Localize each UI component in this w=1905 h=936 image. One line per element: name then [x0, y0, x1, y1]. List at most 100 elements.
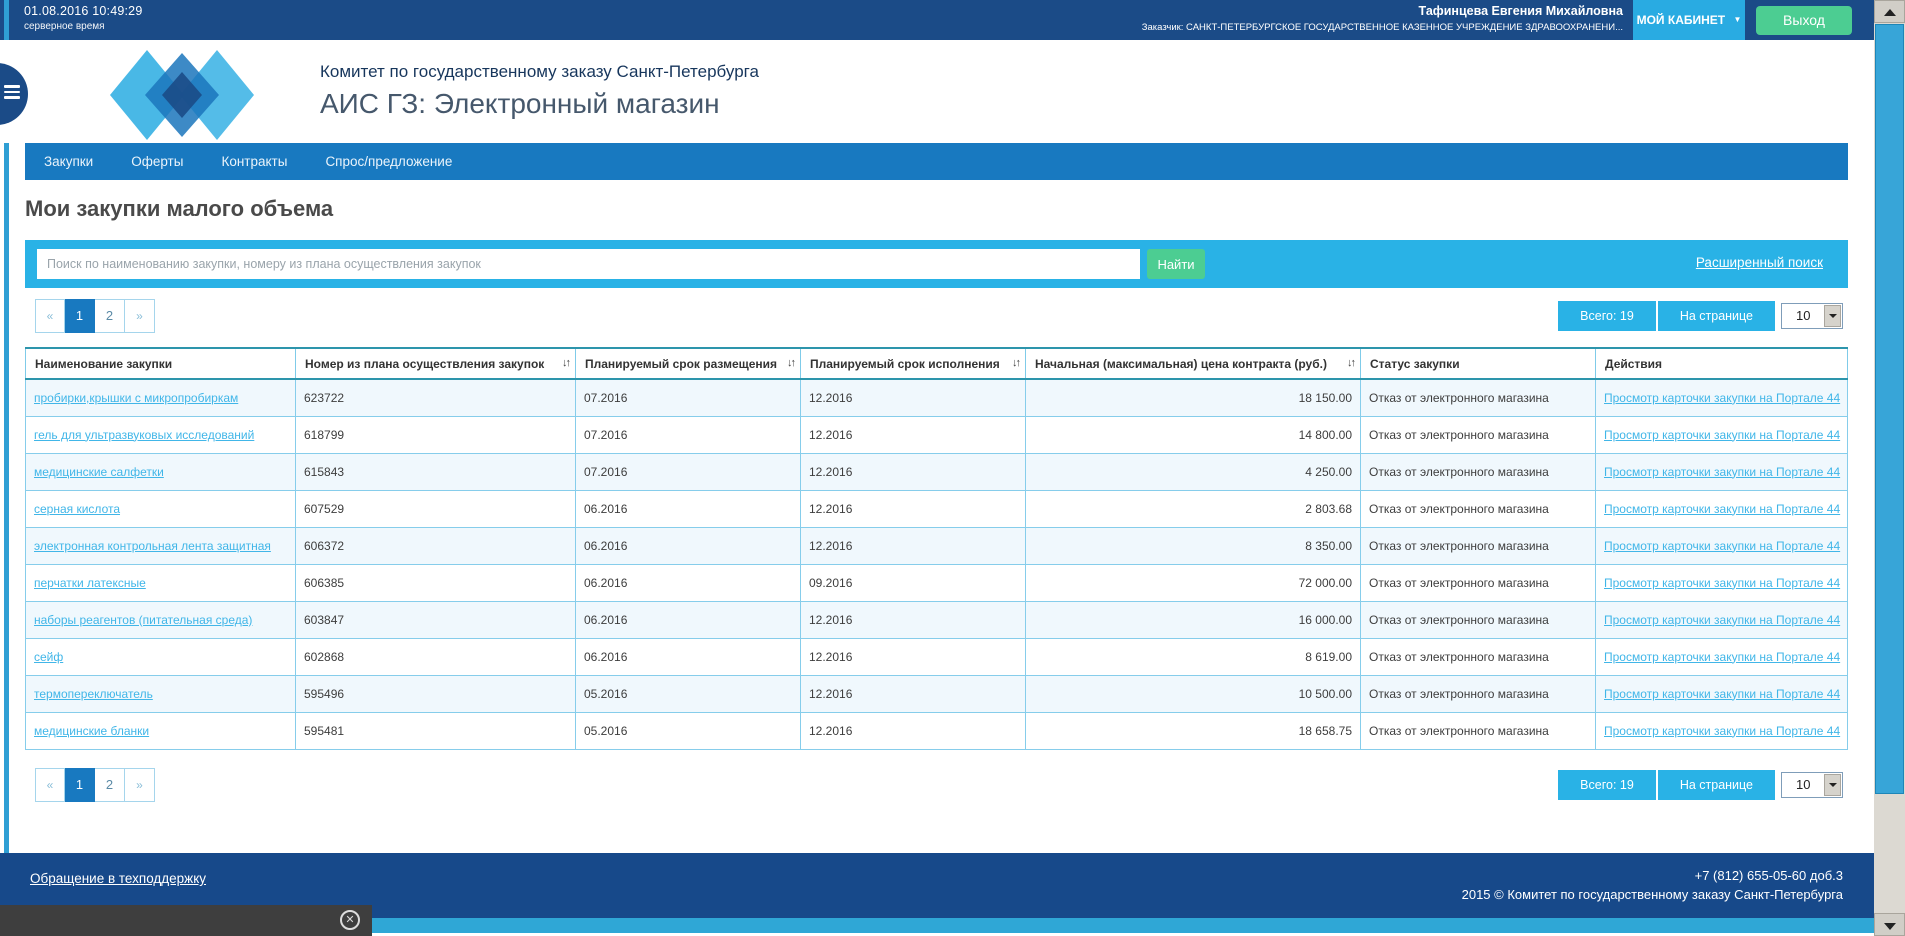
next-page-button[interactable]: » [125, 768, 155, 802]
total-count-badge: Всего: 19 [1558, 770, 1656, 800]
sort-icon[interactable]: ↓↑ [1012, 357, 1021, 369]
vertical-scrollbar[interactable] [1874, 0, 1905, 936]
per-page-value: 10 [1796, 308, 1811, 323]
view-card-link[interactable]: Просмотр карточки закупки на Портале 44 [1604, 649, 1841, 664]
scrollbar-thumb[interactable] [1875, 24, 1904, 794]
sort-icon[interactable]: ↓↑ [1347, 357, 1356, 369]
main-nav: Закупки Оферты Контракты Спрос/предложен… [25, 143, 1848, 180]
search-input[interactable] [37, 249, 1140, 279]
nav-item-kontrakty[interactable]: Контракты [221, 154, 288, 169]
table-row: серная кислота 607529 06.2016 12.2016 2 … [25, 489, 1848, 528]
page-buttons: « 1 2 » [35, 299, 155, 333]
total-count-badge: Всего: 19 [1558, 301, 1656, 331]
table-header-row: Наименование закупки Номер из плана осущ… [25, 347, 1848, 380]
table-row: термопереключатель 595496 05.2016 12.201… [25, 674, 1848, 713]
view-card-link[interactable]: Просмотр карточки закупки на Портале 44 [1604, 575, 1841, 590]
scroll-down-icon[interactable] [1874, 913, 1905, 936]
page-buttons: « 1 2 » [35, 768, 155, 802]
search-button[interactable]: Найти [1147, 249, 1205, 279]
close-icon[interactable]: ✕ [340, 910, 360, 930]
logout-button[interactable]: Выход [1756, 6, 1852, 35]
col-header-number: Номер из плана осуществления закупок ↓↑ [295, 347, 576, 380]
purchase-link[interactable]: серная кислота [34, 501, 121, 516]
col-header-status: Статус закупки [1360, 347, 1596, 380]
prev-page-button[interactable]: « [35, 768, 65, 802]
view-card-link[interactable]: Просмотр карточки закупки на Портале 44 [1604, 390, 1841, 405]
per-page-select[interactable]: 10 [1781, 303, 1843, 329]
view-card-link[interactable]: Просмотр карточки закупки на Портале 44 [1604, 612, 1841, 627]
my-cabinet-label: МОЙ КАБИНЕТ [1636, 13, 1726, 27]
page-button-2[interactable]: 2 [95, 768, 125, 802]
advanced-search-link[interactable]: Расширенный поиск [1695, 255, 1823, 270]
dropdown-arrow-icon[interactable] [1824, 774, 1841, 796]
user-block: Тафинцева Евгения Михайловна Заказчик: С… [863, 4, 1623, 33]
purchase-link[interactable]: термопереключатель [34, 686, 153, 701]
col-header-actions: Действия [1595, 347, 1848, 380]
per-page-label: На странице [1657, 301, 1775, 331]
left-accent-line [4, 0, 9, 853]
per-page-value: 10 [1796, 777, 1811, 792]
sort-icon[interactable]: ↓↑ [787, 357, 796, 369]
search-panel: Найти Расширенный поиск [25, 240, 1848, 288]
view-card-link[interactable]: Просмотр карточки закупки на Портале 44 [1604, 501, 1841, 516]
purchase-link[interactable]: электронная контрольная лента защитная [34, 538, 271, 553]
notification-bar: ✕ [0, 905, 372, 936]
page-button-1[interactable]: 1 [65, 299, 95, 333]
per-page-select[interactable]: 10 [1781, 772, 1843, 798]
page-title: Мои закупки малого объема [25, 196, 334, 221]
view-card-link[interactable]: Просмотр карточки закупки на Портале 44 [1604, 464, 1841, 479]
topbar: 01.08.2016 10:49:29 серверное время Тафи… [0, 0, 1874, 40]
server-time-block: 01.08.2016 10:49:29 серверное время [24, 4, 143, 32]
logo [110, 50, 254, 140]
hamburger-icon [4, 85, 20, 99]
page-button-1[interactable]: 1 [65, 768, 95, 802]
page-button-2[interactable]: 2 [95, 299, 125, 333]
purchase-link[interactable]: медицинские бланки [34, 723, 150, 738]
purchase-link[interactable]: медицинские салфетки [34, 464, 164, 479]
view-card-link[interactable]: Просмотр карточки закупки на Портале 44 [1604, 686, 1841, 701]
footer-contacts: +7 (812) 655-05-60 доб.3 2015 © Комитет … [1462, 866, 1843, 904]
brand-block: Комитет по государственному заказу Санкт… [320, 62, 759, 120]
footer-phone: +7 (812) 655-05-60 доб.3 [1694, 868, 1843, 883]
next-page-button[interactable]: » [125, 299, 155, 333]
customer-line: Заказчик: САНКТ-ПЕТЕРБУРГСКОЕ ГОСУДАРСТВ… [1141, 22, 1623, 33]
dropdown-arrow-icon[interactable] [1824, 305, 1841, 327]
bottom-cyan-strip [0, 918, 1874, 933]
purchase-link[interactable]: сейф [34, 649, 64, 664]
purchase-link[interactable]: гель для ультразвуковых исследований [34, 427, 255, 442]
col-header-name: Наименование закупки [25, 347, 296, 380]
my-cabinet-button[interactable]: МОЙ КАБИНЕТ ▼ [1633, 0, 1745, 40]
per-page-label: На странице [1657, 770, 1775, 800]
table-row: сейф 602868 06.2016 12.2016 8 619.00 Отк… [25, 637, 1848, 676]
nav-item-zakupki[interactable]: Закупки [44, 154, 94, 169]
table-row: медицинские салфетки 615843 07.2016 12.2… [25, 452, 1848, 491]
view-card-link[interactable]: Просмотр карточки закупки на Портале 44 [1604, 538, 1841, 553]
chevron-down-icon: ▼ [1733, 15, 1742, 24]
table-row: электронная контрольная лента защитная 6… [25, 526, 1848, 565]
purchases-table: Наименование закупки Номер из плана осущ… [25, 347, 1848, 750]
server-time-label: серверное время [24, 21, 105, 32]
pager-top: « 1 2 » Всего: 19 На странице 10 [25, 299, 1848, 333]
menu-toggle-button[interactable] [0, 63, 28, 125]
table-row: перчатки латексные 606385 06.2016 09.201… [25, 563, 1848, 602]
purchase-link[interactable]: перчатки латексные [34, 575, 146, 590]
view-card-link[interactable]: Просмотр карточки закупки на Портале 44 [1604, 723, 1841, 738]
sort-icon[interactable]: ↓↑ [562, 357, 571, 369]
nav-item-oferty[interactable]: Оферты [131, 154, 184, 169]
user-name: Тафинцева Евгения Михайловна [1418, 4, 1624, 18]
scroll-up-icon[interactable] [1874, 0, 1905, 23]
table-row: наборы реагентов (питательная среда) 603… [25, 600, 1848, 639]
nav-item-spros[interactable]: Спрос/предложение [325, 154, 453, 169]
org-line: Комитет по государственному заказу Санкт… [320, 62, 759, 81]
view-card-link[interactable]: Просмотр карточки закупки на Портале 44 [1604, 427, 1841, 442]
purchase-link[interactable]: наборы реагентов (питательная среда) [34, 612, 253, 627]
support-link[interactable]: Обращение в техподдержку [30, 871, 207, 886]
purchase-link[interactable]: пробирки,крышки с микропробиркам [34, 390, 239, 405]
table-row: пробирки,крышки с микропробиркам 623722 … [25, 378, 1848, 417]
prev-page-button[interactable]: « [35, 299, 65, 333]
header-band: Комитет по государственному заказу Санкт… [0, 40, 1874, 143]
table-row: медицинские бланки 595481 05.2016 12.201… [25, 711, 1848, 750]
col-header-price: Начальная (максимальная) цена контракта … [1025, 347, 1361, 380]
server-datetime: 01.08.2016 10:49:29 [24, 4, 143, 18]
